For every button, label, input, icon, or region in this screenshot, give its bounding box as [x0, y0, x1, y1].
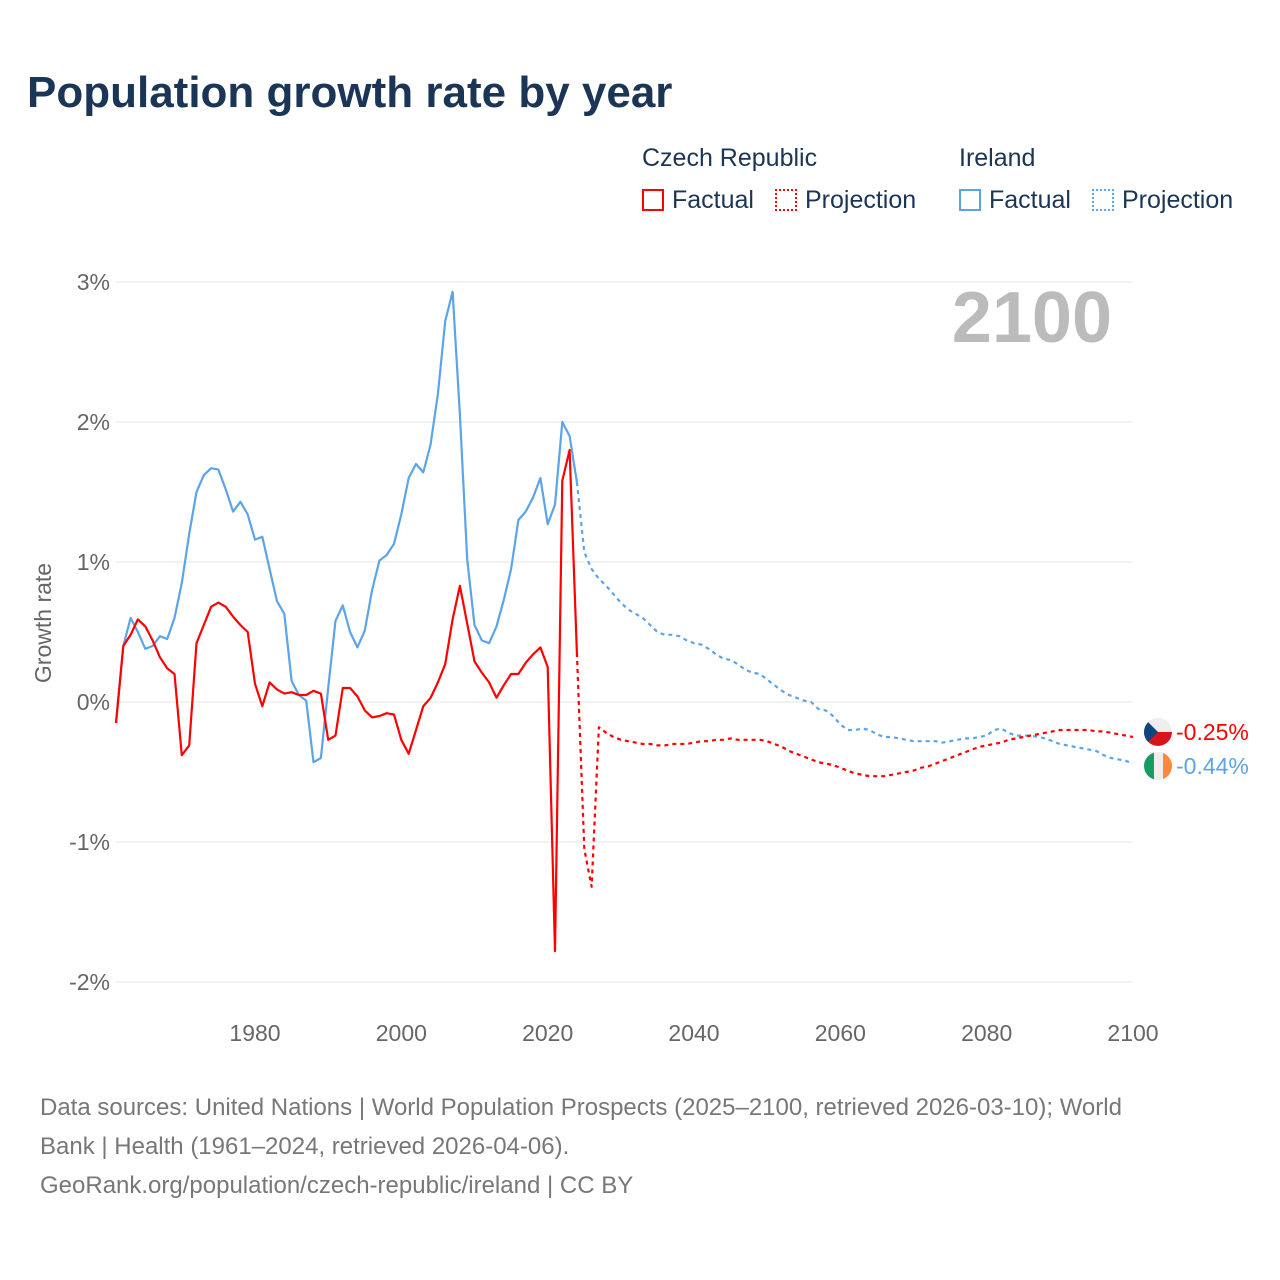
x-tick-label: 1980 [229, 1020, 280, 1046]
legend-czech-title: Czech Republic [642, 144, 818, 172]
legend-ireland-factual[interactable]: Factual [959, 186, 1071, 215]
y-tick-label: 2% [77, 409, 110, 435]
legend-swatch-dotted [1092, 189, 1114, 211]
y-tick-label: -2% [69, 969, 110, 995]
czech-flag-icon [1144, 718, 1172, 746]
series-line-ireland-projection [575, 482, 1134, 765]
legend-label: Projection [805, 186, 917, 214]
legend-swatch-solid [642, 189, 664, 211]
line-chart: 3% 2% 1% 0% -1% -2% 1980 2000 2020 2040 2060 2080 21… [30, 269, 1249, 1046]
series-line-ireland-factual [114, 290, 578, 764]
sources: Data sources: United Nations | World Pop… [40, 1088, 1240, 1205]
legend-swatch-solid [959, 189, 981, 211]
x-tick-label: 2080 [961, 1020, 1012, 1046]
sources-line-1: Data sources: United Nations | World Pop… [40, 1094, 1122, 1121]
y-axis-label: Growth rate [30, 563, 56, 683]
y-tick-label: 0% [77, 689, 110, 715]
x-tick-label: 2020 [522, 1020, 573, 1046]
y-tick-label: 3% [77, 269, 110, 295]
legend-ireland-projection[interactable]: Projection [1092, 186, 1233, 215]
legend-label: Projection [1122, 186, 1234, 214]
y-tick-label: 1% [77, 549, 110, 575]
x-tick-label: 2040 [668, 1020, 719, 1046]
legend-ireland-title: Ireland [959, 144, 1036, 172]
series-line-czech-republic-factual [114, 448, 578, 953]
legend-swatch-dotted [775, 189, 797, 211]
ireland-end-label: -0.44% [1176, 753, 1249, 779]
czech-end-label: -0.25% [1176, 719, 1249, 745]
x-tick-label: 2000 [376, 1020, 427, 1046]
series-line-czech-republic-projection [575, 652, 1134, 888]
x-tick-label: 2060 [815, 1020, 866, 1046]
sources-link[interactable]: GeoRank.org/population/czech-republic/ir… [40, 1172, 634, 1199]
chart-title: Population growth rate by year [27, 68, 673, 117]
legend-czech-factual[interactable]: Factual [642, 186, 754, 215]
sources-line-2: Bank | Health (1961–2024, retrieved 2026… [40, 1133, 570, 1160]
y-tick-label: -1% [69, 829, 110, 855]
legend-label: Factual [672, 186, 754, 214]
x-tick-label: 2100 [1107, 1020, 1158, 1046]
legend-label: Factual [989, 186, 1071, 214]
ireland-flag-icon [1144, 752, 1172, 780]
year-watermark: 2100 [952, 278, 1112, 358]
legend-czech-projection[interactable]: Projection [775, 186, 916, 215]
